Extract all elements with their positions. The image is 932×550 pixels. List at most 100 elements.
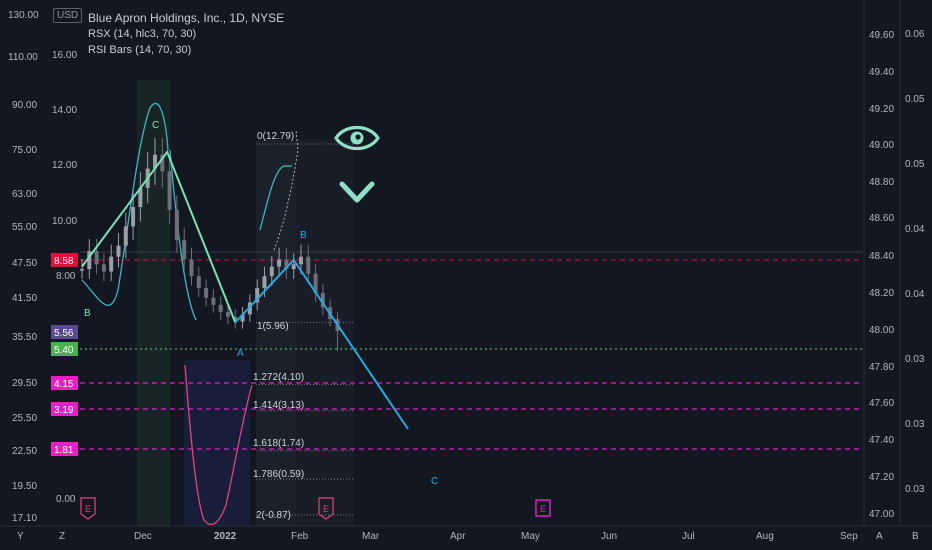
right-inner-axis[interactable]: 49.60 49.40 49.20 49.00 48.80 48.60 48.4… [869,30,894,520]
left-tick: 22.50 [12,446,37,457]
candle-body [167,171,172,210]
right-tick: 48.80 [869,177,894,188]
wave-label-green-c: C [152,120,159,131]
left-outer-axis[interactable]: 130.00 110.00 90.00 75.00 63.00 55.00 47… [8,10,39,524]
left-tick: 35.50 [12,332,37,343]
left-tick: 41.50 [12,293,37,304]
right-outer-axis[interactable]: 0.06 0.05 0.05 0.04 0.04 0.03 0.03 0.03 [905,29,925,495]
price-tag-label: 4.15 [54,379,74,390]
price-tag-box [51,442,78,456]
candle-body [109,256,114,272]
legend-indicator-rsx[interactable]: RSX (14, hlc3, 70, 30) [88,28,197,40]
candle-body [262,276,267,289]
left-tick: 130.00 [8,10,39,21]
inner-tick: 12.00 [52,160,77,171]
price-tag[interactable]: 3.19 [51,402,78,416]
price-tag-box [51,342,78,356]
earnings-marker-2[interactable]: E [318,497,334,520]
rsx-curve [81,102,197,321]
x-tick: 2022 [214,531,237,542]
price-tag[interactable]: 1.81 [51,442,78,456]
candle-body [320,292,325,308]
time-axis[interactable]: Dec 2022 Feb Mar Apr May Jun Jul Aug Sep… [17,531,919,542]
right-tick: 47.60 [869,398,894,409]
right-tick: 49.40 [869,67,894,78]
fib-label-1786: 1.786(0.59) [253,469,304,480]
wave-label-a: A [237,348,244,359]
legend-title[interactable]: Blue Apron Holdings, Inc., 1D, NYSE [88,11,285,25]
right-tick: 48.60 [869,213,894,224]
eye-icon[interactable] [334,125,380,151]
inner-tick: 0.00 [56,494,76,505]
fib-label-2: 2(-0.87) [256,510,291,521]
earnings-marker-1[interactable]: E [80,497,96,520]
price-tag-box [51,325,78,339]
chevron-down-icon[interactable] [339,181,375,203]
right-tick: 47.40 [869,435,894,446]
candle-body [306,256,311,274]
candle-body [313,273,318,293]
earnings-marker-1-label: E [85,504,91,514]
fib-label-1414: 1.414(3.13) [253,400,304,411]
wave-label-blue-b: B [300,230,307,241]
candle-body [277,259,282,267]
right-outer-tick: 0.05 [905,159,925,170]
corner-b-label[interactable]: B [912,531,919,542]
rsi-oversold-zone [184,360,250,526]
candle-body [284,259,289,270]
left-inner-axis[interactable]: 16.00 14.00 12.00 10.00 8.00 0.00 [52,50,77,505]
right-tick: 49.60 [869,30,894,41]
price-tags: 8.58 5.56 5.40 4.15 3.19 1.81 [51,253,78,456]
left-tick: 90.00 [12,100,37,111]
candle-body [291,264,296,270]
x-tick: Mar [362,531,380,542]
candle-body [225,311,230,317]
right-tick: 47.20 [869,472,894,483]
corner-y-label[interactable]: Y [17,531,24,542]
price-tag[interactable]: 4.15 [51,376,78,390]
candle-body [189,259,194,277]
x-tick: Dec [134,531,152,542]
fib-label-1272: 1.272(4.10) [253,372,304,383]
candle-body [204,288,209,298]
earnings-marker-3[interactable]: E [535,499,551,517]
right-outer-tick: 0.03 [905,354,925,365]
candle-body [160,154,165,172]
currency-badge[interactable]: USD [53,8,83,23]
candle-body [218,304,223,312]
candle-body [196,276,201,289]
candle-body [211,297,216,305]
candle-body [240,314,245,322]
legend-indicator-rsi[interactable]: RSI Bars (14, 70, 30) [88,44,192,56]
price-tag[interactable]: 5.56 [51,325,78,339]
x-tick: Jul [682,531,695,542]
right-outer-tick: 0.03 [905,419,925,430]
fib-label-1: 1(5.96) [257,321,289,332]
left-tick: 75.00 [12,145,37,156]
left-tick: 17.10 [12,513,37,524]
x-tick: Aug [756,531,774,542]
left-tick: 19.50 [12,481,37,492]
right-tick: 49.20 [869,104,894,115]
left-tick: 25.50 [12,413,37,424]
candle-body [116,245,121,257]
fib-diagonal [273,129,299,251]
corner-a-label[interactable]: A [876,531,883,542]
price-tag[interactable]: 8.58 [51,253,78,267]
earnings-marker-2-label: E [323,504,329,514]
candle-body [80,269,84,271]
right-tick: 47.00 [869,509,894,520]
candle-body [247,302,252,315]
x-tick: Jun [601,531,617,542]
chart-legend: Blue Apron Holdings, Inc., 1D, NYSE RSX … [88,10,284,58]
left-tick: 63.00 [12,189,37,200]
candle-body [298,256,303,265]
candle-body [87,251,92,270]
corner-z-label[interactable]: Z [59,531,65,542]
inner-tick: 14.00 [52,105,77,116]
price-tag[interactable]: 5.40 [51,342,78,356]
right-tick: 48.00 [869,325,894,336]
right-tick: 49.00 [869,140,894,151]
